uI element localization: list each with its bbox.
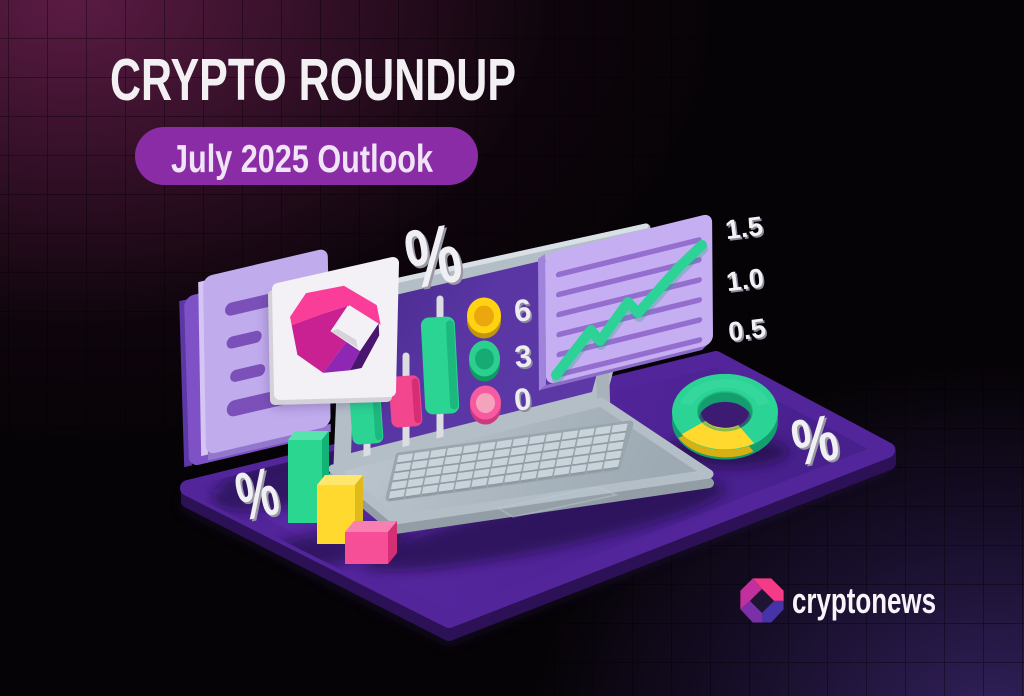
svg-text:0.5: 0.5: [727, 313, 768, 347]
svg-text:CRYPTO ROUNDUP: CRYPTO ROUNDUP: [110, 47, 516, 113]
svg-text:3: 3: [515, 340, 535, 376]
svg-text:0: 0: [513, 381, 533, 417]
svg-text:1.5: 1.5: [725, 213, 766, 247]
svg-text:0: 0: [514, 383, 534, 419]
svg-text:3: 3: [513, 338, 533, 374]
svg-text:1.0: 1.0: [725, 263, 766, 297]
svg-text:1.5: 1.5: [724, 211, 765, 245]
svg-text:1.0: 1.0: [726, 265, 767, 299]
svg-text:6: 6: [514, 294, 534, 330]
svg-text:cryptonews: cryptonews: [792, 580, 936, 621]
svg-text:0.5: 0.5: [728, 315, 769, 349]
svg-text:6: 6: [513, 292, 533, 328]
svg-text:July 2025 Outlook: July 2025 Outlook: [171, 138, 433, 181]
